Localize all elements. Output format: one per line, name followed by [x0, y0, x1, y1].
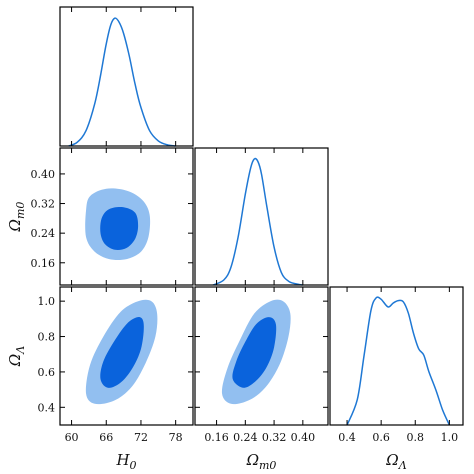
- y-tick-label-OL: 0.4: [38, 401, 56, 414]
- marginal-OL-frame: [329, 286, 464, 426]
- x-tick-label-H0: 66: [99, 431, 113, 444]
- x-tick-label-OL: 0.4: [338, 431, 356, 444]
- x-tick-label-Om: 0.24: [233, 431, 258, 444]
- y-tick-label-OL: 0.8: [38, 331, 56, 344]
- y-tick-label-OL: 0.6: [38, 366, 56, 379]
- marginal-Om-frame: [194, 147, 329, 286]
- y-tick-label-Om: 0.24: [31, 227, 56, 240]
- x-tick-label-Om: 0.16: [204, 431, 229, 444]
- x-tick-label-H0: 60: [65, 431, 79, 444]
- contour-inner-H0_OL: [100, 316, 144, 388]
- marginal-curve-H0: [68, 17, 176, 147]
- marginal-curve-Om: [212, 157, 303, 286]
- x-tick-label-OL: 1.0: [441, 431, 459, 444]
- y-tick-label-Om: 0.32: [31, 198, 56, 211]
- y-axis-label-OL: ΩΛ: [6, 346, 27, 367]
- contour-inner-Om_OL: [232, 317, 277, 388]
- marginal-H0-frame: [59, 6, 194, 147]
- panel-H0_OL-frame: [59, 286, 194, 426]
- x-axis-label-OL: ΩΛ: [385, 451, 406, 472]
- x-tick-label-Om: 0.32: [262, 431, 287, 444]
- marginal-curve-OL: [346, 296, 451, 426]
- x-tick-label-Om: 0.40: [291, 431, 316, 444]
- x-tick-label-H0: 78: [169, 431, 183, 444]
- x-axis-label-H0: H0: [115, 451, 136, 472]
- y-tick-label-OL: 1.0: [38, 295, 56, 308]
- x-axis-label-Om: Ωm0: [246, 451, 277, 472]
- y-axis-label-Om: Ωm0: [6, 202, 27, 233]
- panel-H0_Om-frame: [59, 147, 194, 286]
- x-tick-label-OL: 0.6: [372, 431, 390, 444]
- x-tick-label-H0: 72: [134, 431, 148, 444]
- panel-Om_OL-frame: [194, 286, 329, 426]
- contour-inner-H0_Om: [100, 206, 139, 251]
- y-tick-label-Om: 0.40: [31, 168, 56, 181]
- y-tick-label-Om: 0.16: [31, 257, 56, 270]
- x-tick-label-OL: 0.8: [407, 431, 425, 444]
